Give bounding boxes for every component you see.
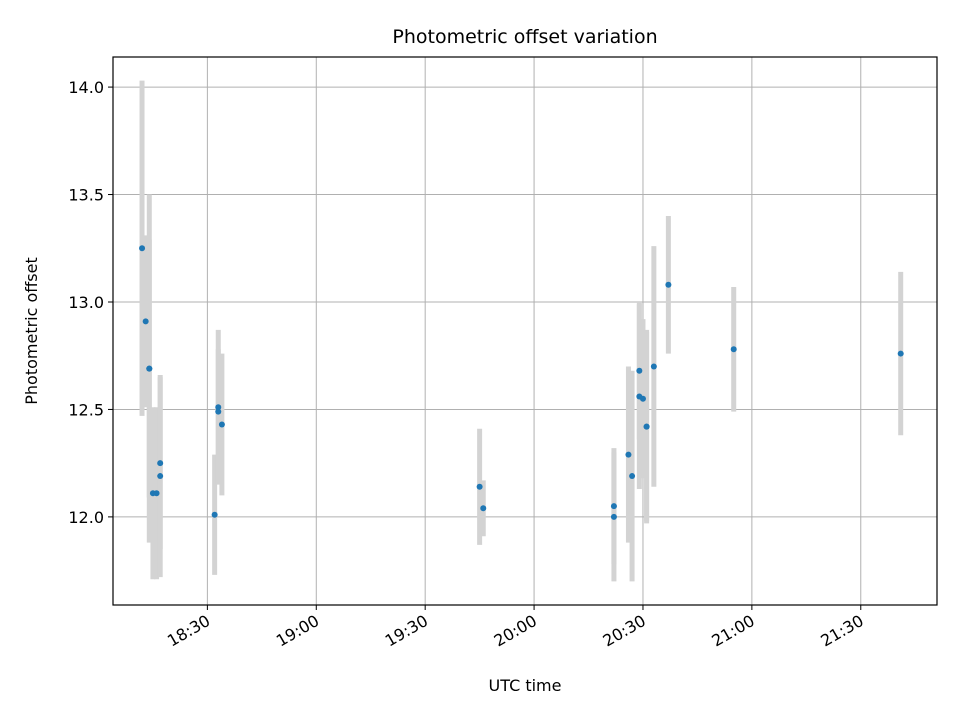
data-point: [636, 367, 643, 374]
data-point: [157, 460, 164, 467]
data-point: [730, 346, 737, 353]
data-point: [629, 473, 636, 480]
data-point: [146, 365, 153, 372]
data-point: [215, 408, 222, 415]
x-axis-label: UTC time: [489, 676, 562, 695]
y-tick-label: 13.0: [68, 293, 104, 312]
data-point: [142, 318, 149, 325]
y-tick-label: 13.5: [68, 186, 104, 205]
data-point: [218, 421, 225, 428]
y-tick-label: 12.5: [68, 400, 104, 419]
data-point: [643, 423, 650, 430]
data-point: [610, 513, 617, 520]
data-point: [650, 363, 657, 370]
data-point: [211, 511, 218, 518]
y-axis: 12.0 12.5 13.0 13.5 14.0: [68, 78, 113, 527]
data-point: [639, 395, 646, 402]
data-point: [157, 473, 164, 480]
data-point: [625, 451, 632, 458]
data-points: [139, 245, 904, 520]
data-point: [476, 483, 483, 490]
data-point: [480, 505, 487, 512]
data-point: [153, 490, 160, 497]
plot-frame: [112, 56, 938, 606]
data-point: [897, 350, 904, 357]
data-point: [610, 503, 617, 510]
y-tick-label: 14.0: [68, 78, 104, 97]
y-axis-label: Photometric offset: [22, 257, 41, 405]
data-point: [139, 245, 146, 252]
data-point: [215, 404, 222, 411]
grid: [113, 57, 937, 605]
y-tick-label: 12.0: [68, 508, 104, 527]
chart-title: Photometric offset variation: [392, 26, 657, 48]
data-point: [665, 281, 672, 288]
